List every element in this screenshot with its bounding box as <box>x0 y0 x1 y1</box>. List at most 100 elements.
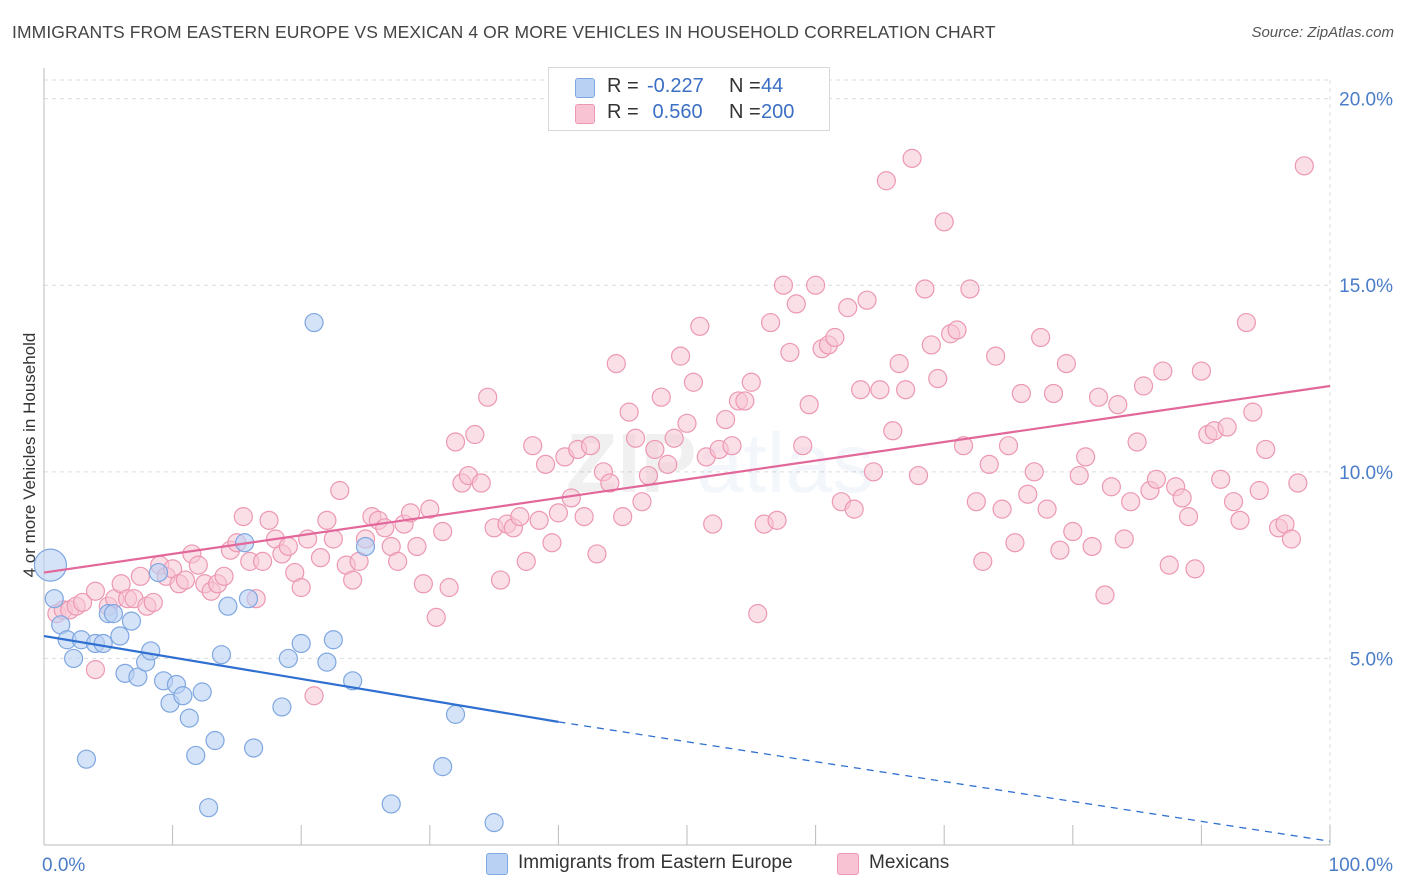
mexicans-point <box>780 342 800 363</box>
mexicans-point <box>529 510 549 530</box>
mexicans-point <box>889 354 909 374</box>
legend-label: Immigrants from Eastern Europe <box>518 852 793 873</box>
mexicans-point <box>580 436 601 456</box>
mexicans-point <box>1178 507 1199 527</box>
mexicans-point <box>523 436 543 456</box>
x-tick-label: 0.0% <box>42 855 85 876</box>
mexicans-point <box>664 428 684 448</box>
mexicans-point <box>1217 417 1237 437</box>
eastern-europe-point <box>121 611 142 631</box>
mexicans-point <box>310 548 331 568</box>
mexicans-point <box>1088 387 1109 407</box>
y-tick-label: 5.0% <box>1350 649 1393 670</box>
eastern-europe-point <box>141 641 161 661</box>
mexicans-point <box>388 551 408 571</box>
mexicans-point <box>445 432 466 452</box>
eastern-europe-point <box>433 757 453 777</box>
mexicans-point <box>1101 477 1121 497</box>
mexicans-points <box>47 148 1314 706</box>
mexicans-point <box>619 402 639 422</box>
y-tick-label: 20.0% <box>1339 90 1393 111</box>
eastern-europe-point <box>238 589 259 609</box>
eastern-europe-point <box>355 536 376 557</box>
mexicans-point <box>400 503 421 523</box>
r-value: 0.560 <box>647 101 703 123</box>
mexicans-point <box>1076 447 1096 467</box>
mexicans-point <box>896 380 916 400</box>
mexicans-point <box>304 686 324 706</box>
eastern-europe-point <box>103 604 124 624</box>
n-label: N = <box>729 75 761 97</box>
eastern-europe-point <box>173 686 193 706</box>
mexicans-point <box>908 465 929 486</box>
r-value: -0.227 <box>647 75 704 97</box>
mexicans-point <box>1236 312 1257 333</box>
mexicans-point <box>613 507 633 527</box>
mexicans-point <box>175 570 196 590</box>
eastern-europe-point <box>199 798 219 818</box>
y-tick-label: 10.0% <box>1339 463 1393 484</box>
mexicans-point <box>1243 402 1263 422</box>
eastern-europe-point <box>343 671 363 691</box>
mexicans-point <box>1095 585 1115 605</box>
mexicans-point <box>1153 361 1173 381</box>
mexicans-point <box>606 354 626 374</box>
mexicans-point <box>960 279 980 299</box>
mexicans-point <box>703 514 723 534</box>
mexicans-point <box>413 574 433 594</box>
mexicans-point <box>188 555 208 575</box>
r-label: R = <box>607 101 639 123</box>
mexicans-point <box>1281 529 1302 549</box>
mexicans-point <box>1211 469 1231 489</box>
mexicans-point <box>741 372 761 392</box>
mexicans-point <box>490 570 511 590</box>
x-tick-label: 100.0% <box>1329 855 1394 876</box>
axes <box>43 68 1331 846</box>
tick-labels: 5.0% 10.0% 15.0% 20.0% 0.0% 100.0% <box>42 90 1393 876</box>
mexicans-point <box>1191 361 1212 381</box>
mexicans-point <box>1121 492 1141 512</box>
mexicans-point <box>1005 533 1025 553</box>
mexicans-point <box>632 492 652 512</box>
eastern-europe-trend-line <box>43 634 559 723</box>
y-tick-label: 15.0% <box>1339 276 1393 297</box>
mexicans-trend-line <box>43 384 1331 574</box>
mexicans-point <box>998 436 1019 456</box>
eastern-europe-point <box>272 697 292 717</box>
eastern-europe-point <box>192 682 212 702</box>
mexicans-point <box>72 592 93 613</box>
mexicans-point <box>1024 462 1044 482</box>
mexicans-point <box>85 660 106 680</box>
mexicans-point <box>1056 354 1076 374</box>
stats-row-eastern-europe: R = -0.227 N = 44 <box>549 75 829 101</box>
mexicans-point <box>773 275 794 295</box>
mexicans-point <box>1127 432 1147 452</box>
mexicans-point <box>966 492 986 512</box>
chart-title: IMMIGRANTS FROM EASTERN EUROPE VS MEXICA… <box>12 22 996 42</box>
mexicans-point <box>259 510 279 530</box>
mexicans-point <box>793 436 813 456</box>
mexicans-point <box>1146 469 1166 489</box>
eastern-europe-point <box>44 589 64 609</box>
mexicans-point <box>851 380 871 400</box>
mexicans-point <box>1249 480 1269 501</box>
mexicans-point <box>857 290 877 310</box>
mexicans-point <box>651 387 671 407</box>
mexicans-point <box>130 566 151 586</box>
mexicans-point <box>767 510 787 530</box>
mexicans-point <box>915 279 935 299</box>
mexicans-point <box>1069 465 1089 486</box>
mexicans-point <box>1082 536 1102 557</box>
r-label: R = <box>607 75 639 97</box>
mexicans-point <box>343 570 363 590</box>
mexicans-point <box>670 346 691 366</box>
stats-legend: R = -0.227 N = 44 R = 0.560 N = 200 <box>548 67 830 131</box>
eastern-europe-point <box>484 813 504 833</box>
eastern-europe-point <box>179 708 199 728</box>
eastern-europe-point <box>63 648 84 669</box>
mexicans-point <box>844 499 864 519</box>
n-value: 44 <box>761 75 784 97</box>
mexicans-point <box>1011 383 1031 404</box>
mexicans-point <box>600 473 620 493</box>
